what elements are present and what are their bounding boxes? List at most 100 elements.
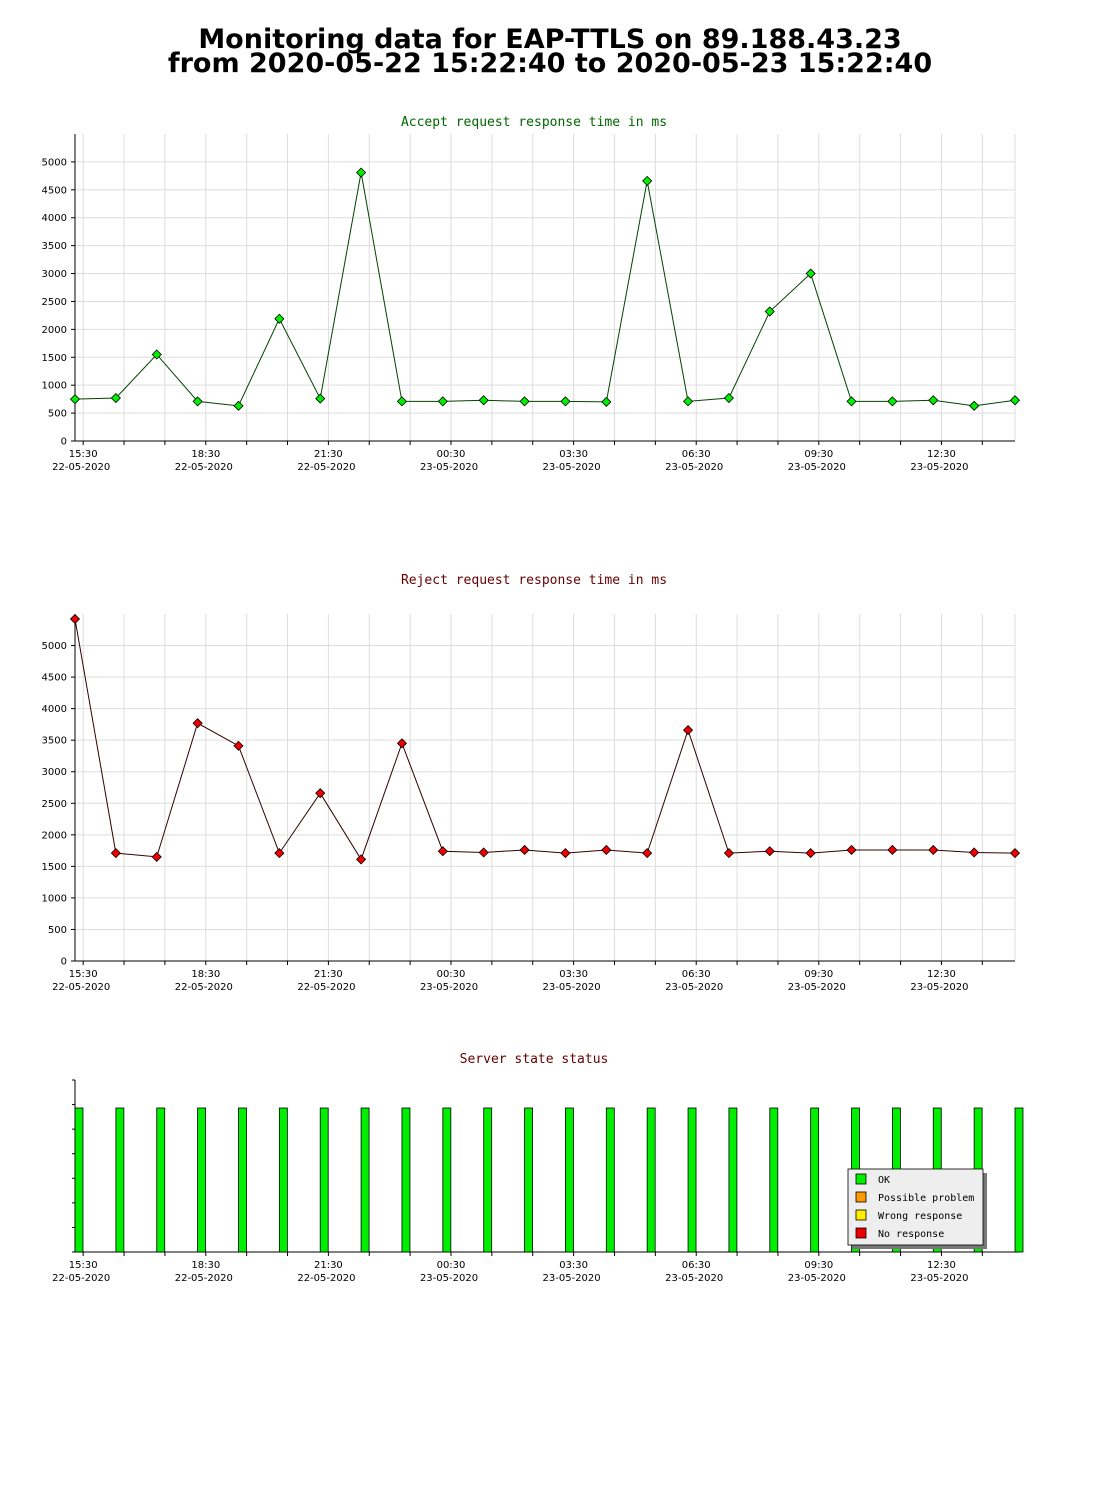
y-tick-label: 500 bbox=[48, 409, 67, 420]
y-tick-label: 3000 bbox=[42, 269, 67, 280]
data-point bbox=[437, 846, 448, 857]
y-tick-label: 0 bbox=[61, 437, 67, 448]
x-tick-time-label: 21:30 bbox=[314, 1260, 343, 1271]
x-tick-time-label: 00:30 bbox=[437, 1260, 466, 1271]
data-point bbox=[192, 396, 203, 407]
status-bar bbox=[401, 1107, 411, 1253]
x-tick-date-label: 23-05-2020 bbox=[910, 462, 968, 473]
data-point bbox=[887, 396, 898, 407]
data-point bbox=[969, 847, 980, 858]
x-tick-time-label: 15:30 bbox=[69, 969, 98, 980]
data-point bbox=[192, 718, 203, 729]
x-tick-time-label: 09:30 bbox=[804, 449, 833, 460]
legend-swatch bbox=[855, 1227, 867, 1239]
y-tick-label: 1000 bbox=[42, 893, 67, 904]
data-point bbox=[396, 396, 408, 407]
y-tick-label: 2000 bbox=[42, 325, 67, 336]
x-tick-date-label: 22-05-2020 bbox=[297, 1273, 355, 1284]
x-tick-date-label: 23-05-2020 bbox=[788, 982, 846, 993]
chart-title: Server state status bbox=[460, 1052, 609, 1067]
x-tick-date-label: 23-05-2020 bbox=[910, 1273, 968, 1284]
data-point bbox=[560, 848, 571, 859]
status-bar bbox=[483, 1107, 493, 1253]
x-tick-date-label: 22-05-2020 bbox=[52, 1273, 110, 1284]
data-point bbox=[1009, 848, 1021, 859]
y-tick-label: 3000 bbox=[42, 767, 67, 778]
x-tick-date-label: 23-05-2020 bbox=[543, 1273, 601, 1284]
data-point bbox=[315, 788, 326, 799]
x-tick-date-label: 23-05-2020 bbox=[543, 982, 601, 993]
x-tick-time-label: 03:30 bbox=[559, 969, 588, 980]
status-bar bbox=[646, 1107, 656, 1253]
data-point bbox=[151, 349, 162, 360]
x-tick-time-label: 06:30 bbox=[682, 1260, 711, 1271]
data-point bbox=[437, 396, 448, 407]
data-point bbox=[519, 396, 530, 407]
x-tick-time-label: 00:30 bbox=[437, 969, 466, 980]
legend-label: OK bbox=[878, 1175, 890, 1186]
data-point bbox=[69, 613, 81, 625]
status-bar bbox=[74, 1107, 84, 1253]
data-point bbox=[315, 393, 326, 404]
x-tick-time-label: 15:30 bbox=[69, 1260, 98, 1271]
data-point bbox=[682, 725, 694, 736]
data-point bbox=[642, 848, 653, 859]
y-tick-label: 3500 bbox=[42, 736, 67, 747]
x-tick-time-label: 00:30 bbox=[437, 449, 466, 460]
y-tick-label: 0 bbox=[61, 957, 67, 968]
x-tick-time-label: 09:30 bbox=[804, 1260, 833, 1271]
x-tick-date-label: 23-05-2020 bbox=[910, 982, 968, 993]
x-tick-date-label: 22-05-2020 bbox=[297, 462, 355, 473]
data-point bbox=[723, 392, 734, 404]
status-bar bbox=[319, 1107, 329, 1253]
x-tick-time-label: 06:30 bbox=[682, 969, 711, 980]
y-tick-label: 4000 bbox=[42, 213, 67, 224]
legend-label: No response bbox=[878, 1229, 944, 1240]
x-tick-time-label: 03:30 bbox=[559, 1260, 588, 1271]
y-tick-label: 3500 bbox=[42, 241, 67, 252]
x-tick-date-label: 23-05-2020 bbox=[788, 1273, 846, 1284]
status-bar bbox=[197, 1107, 207, 1253]
x-tick-date-label: 23-05-2020 bbox=[420, 462, 478, 473]
status-bar bbox=[565, 1107, 574, 1253]
data-point bbox=[846, 844, 857, 856]
accept-response-chart: Accept request response time in ms 0 500 10… bbox=[42, 115, 1021, 473]
y-tick-label: 5000 bbox=[42, 641, 67, 652]
data-point bbox=[69, 394, 81, 405]
x-tick-date-label: 23-05-2020 bbox=[543, 462, 601, 473]
x-tick-date-label: 22-05-2020 bbox=[175, 1273, 233, 1284]
status-bar bbox=[278, 1107, 288, 1253]
data-point bbox=[151, 851, 162, 862]
chart-title: Accept request response time in ms bbox=[401, 115, 667, 130]
data-point bbox=[110, 392, 121, 404]
y-tick-label: 500 bbox=[48, 925, 67, 936]
x-tick-time-label: 12:30 bbox=[927, 969, 956, 980]
x-tick-time-label: 15:30 bbox=[69, 449, 98, 460]
y-tick-label: 5000 bbox=[42, 157, 67, 168]
legend-label: Possible problem bbox=[878, 1193, 974, 1204]
status-bar bbox=[810, 1107, 820, 1253]
y-tick-label: 1500 bbox=[42, 862, 67, 873]
status-bar bbox=[156, 1107, 166, 1253]
x-tick-time-label: 21:30 bbox=[314, 449, 343, 460]
series-line bbox=[74, 172, 1016, 407]
x-tick-time-label: 06:30 bbox=[682, 449, 711, 460]
x-tick-time-label: 18:30 bbox=[191, 1260, 220, 1271]
x-tick-time-label: 21:30 bbox=[314, 969, 343, 980]
x-tick-date-label: 23-05-2020 bbox=[788, 462, 846, 473]
data-point bbox=[805, 268, 816, 279]
data-point bbox=[233, 400, 244, 411]
data-point bbox=[805, 848, 816, 859]
x-tick-date-label: 22-05-2020 bbox=[52, 982, 110, 993]
x-tick-time-label: 12:30 bbox=[927, 449, 956, 460]
status-bar bbox=[442, 1107, 452, 1253]
y-tick-label: 2500 bbox=[42, 297, 67, 308]
y-tick-label: 1000 bbox=[42, 381, 67, 392]
status-bar bbox=[524, 1107, 533, 1253]
legend-swatch bbox=[855, 1173, 867, 1185]
data-point bbox=[764, 846, 775, 857]
y-tick-label: 1500 bbox=[42, 353, 67, 364]
legend-swatch bbox=[855, 1191, 867, 1203]
page-title-line-2: from 2020-05-22 15:22:40 to 2020-05-23 1… bbox=[167, 48, 933, 79]
data-point bbox=[110, 848, 121, 859]
